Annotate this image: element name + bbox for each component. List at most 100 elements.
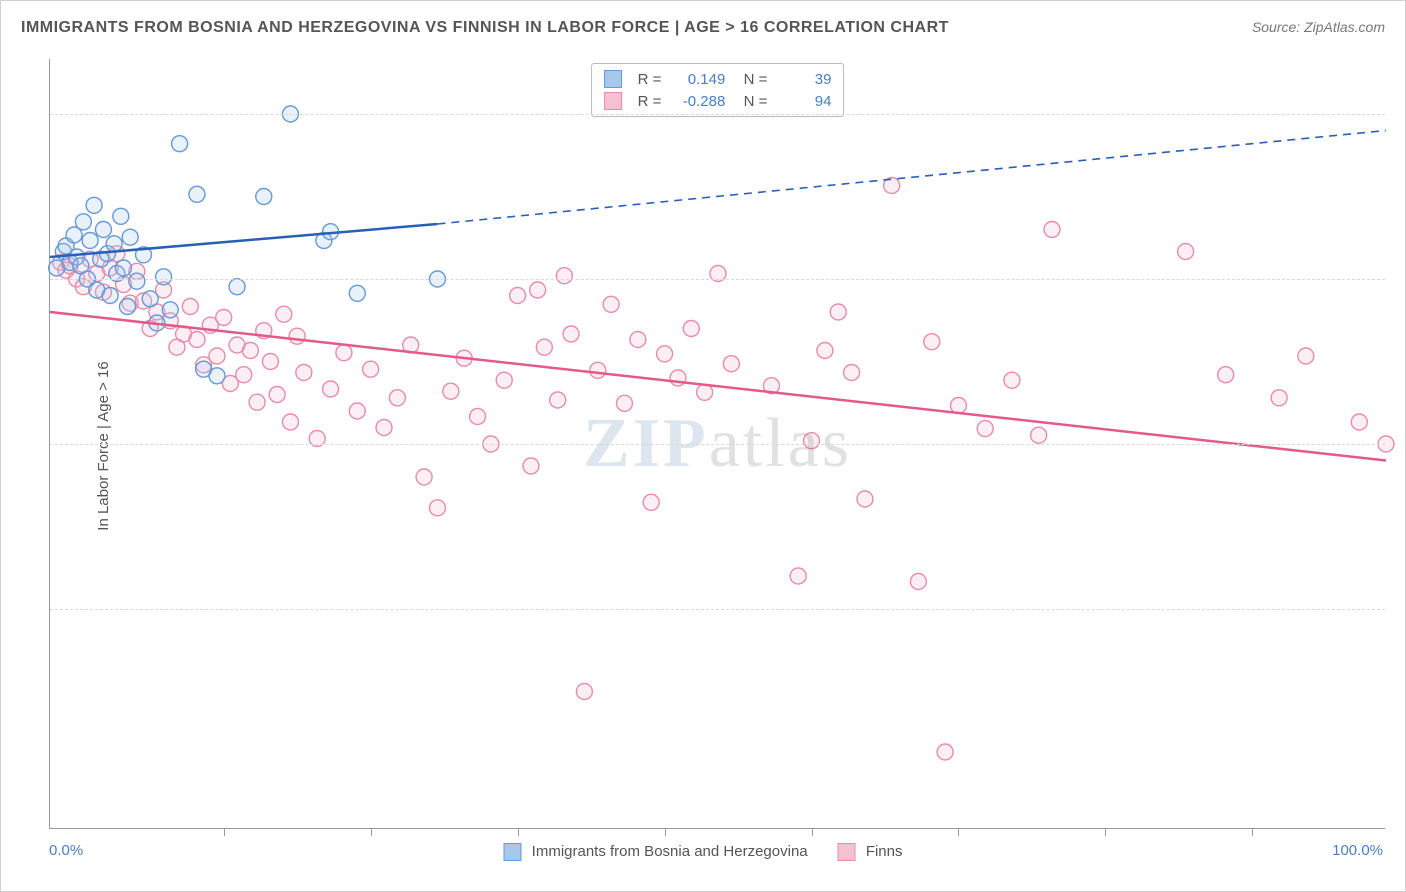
finns-point xyxy=(1218,367,1234,383)
swatch-finns-icon xyxy=(838,843,856,861)
finns-point xyxy=(416,469,432,485)
bosnia-point xyxy=(95,222,111,238)
finns-point xyxy=(349,403,365,419)
bosnia-point xyxy=(189,186,205,202)
series-legend: Immigrants from Bosnia and Herzegovina F… xyxy=(504,843,903,861)
finns-point xyxy=(242,343,258,359)
bosnia-point xyxy=(113,208,129,224)
finns-point xyxy=(683,321,699,337)
x-tick xyxy=(1105,828,1106,836)
finns-point xyxy=(530,282,546,298)
finns-point xyxy=(323,381,339,397)
x-tick xyxy=(371,828,372,836)
finns-point xyxy=(363,361,379,377)
trendline-finns xyxy=(50,312,1386,461)
bosnia-point xyxy=(115,260,131,276)
x-max-label: 100.0% xyxy=(1332,842,1383,859)
finns-point xyxy=(697,384,713,400)
finns-point xyxy=(1271,390,1287,406)
bosnia-point xyxy=(349,285,365,301)
finns-point xyxy=(1004,372,1020,388)
r-value-bosnia: 0.149 xyxy=(671,71,725,88)
bosnia-point xyxy=(82,233,98,249)
finns-point xyxy=(536,339,552,355)
r-value-finns: -0.288 xyxy=(671,93,725,110)
correlation-row-finns: R = -0.288 N = 94 xyxy=(604,90,832,112)
finns-point xyxy=(523,458,539,474)
finns-point xyxy=(804,433,820,449)
n-value-bosnia: 39 xyxy=(777,71,831,88)
finns-point xyxy=(556,268,572,284)
source-label: Source: ZipAtlas.com xyxy=(1252,19,1385,35)
bosnia-point xyxy=(162,302,178,318)
legend-label-finns: Finns xyxy=(866,843,903,860)
grid-line xyxy=(50,609,1385,610)
grid-line xyxy=(50,444,1385,445)
finns-point xyxy=(182,299,198,315)
finns-point xyxy=(1298,348,1314,364)
chart-container: IMMIGRANTS FROM BOSNIA AND HERZEGOVINA V… xyxy=(0,0,1406,892)
finns-point xyxy=(630,332,646,348)
finns-point xyxy=(910,574,926,590)
finns-point xyxy=(616,395,632,411)
x-tick xyxy=(224,828,225,836)
swatch-finns xyxy=(604,92,622,110)
n-value-finns: 94 xyxy=(777,93,831,110)
correlation-legend: R = 0.149 N = 39 R = -0.288 N = 94 xyxy=(591,63,845,117)
bosnia-point xyxy=(172,136,188,152)
grid-line xyxy=(50,114,1385,115)
x-tick xyxy=(812,828,813,836)
finns-point xyxy=(189,332,205,348)
finns-point xyxy=(296,365,312,381)
finns-point xyxy=(216,310,232,326)
grid-line xyxy=(50,279,1385,280)
finns-point xyxy=(563,326,579,342)
finns-point xyxy=(1044,222,1060,238)
finns-point xyxy=(643,494,659,510)
finns-point xyxy=(550,392,566,408)
chart-title: IMMIGRANTS FROM BOSNIA AND HERZEGOVINA V… xyxy=(21,19,949,37)
finns-point xyxy=(1178,244,1194,260)
finns-point xyxy=(510,288,526,304)
finns-point xyxy=(590,362,606,378)
x-tick xyxy=(518,828,519,836)
finns-point xyxy=(723,356,739,372)
legend-item-finns: Finns xyxy=(838,843,903,861)
finns-point xyxy=(470,409,486,425)
bosnia-point xyxy=(102,288,118,304)
bosnia-point xyxy=(256,189,272,205)
finns-point xyxy=(389,390,405,406)
plot-area: ZIPatlas R = 0.149 N = 39 R = -0.288 N =… xyxy=(49,59,1385,829)
correlation-row-bosnia: R = 0.149 N = 39 xyxy=(604,68,832,90)
bosnia-point xyxy=(156,269,172,285)
finns-point xyxy=(336,345,352,361)
legend-label-bosnia: Immigrants from Bosnia and Herzegovina xyxy=(532,843,808,860)
finns-point xyxy=(269,387,285,403)
bosnia-point xyxy=(122,229,138,245)
bosnia-point xyxy=(86,197,102,213)
finns-point xyxy=(282,414,298,430)
x-min-label: 0.0% xyxy=(49,842,83,859)
x-tick xyxy=(665,828,666,836)
finns-point xyxy=(289,328,305,344)
finns-point xyxy=(236,367,252,383)
finns-point xyxy=(1351,414,1367,430)
swatch-bosnia-icon xyxy=(504,843,522,861)
finns-point xyxy=(376,420,392,436)
bosnia-point xyxy=(129,273,145,289)
trendline-bosnia-dashed xyxy=(437,131,1386,225)
finns-point xyxy=(1031,427,1047,443)
finns-point xyxy=(249,394,265,410)
finns-point xyxy=(576,684,592,700)
x-tick xyxy=(958,828,959,836)
finns-point xyxy=(262,354,278,370)
finns-point xyxy=(443,383,459,399)
finns-point xyxy=(790,568,806,584)
finns-point xyxy=(657,346,673,362)
bosnia-point xyxy=(209,368,225,384)
finns-point xyxy=(924,334,940,350)
bosnia-point xyxy=(119,299,135,315)
bosnia-point xyxy=(142,291,158,307)
finns-point xyxy=(276,306,292,322)
legend-item-bosnia: Immigrants from Bosnia and Herzegovina xyxy=(504,843,808,861)
